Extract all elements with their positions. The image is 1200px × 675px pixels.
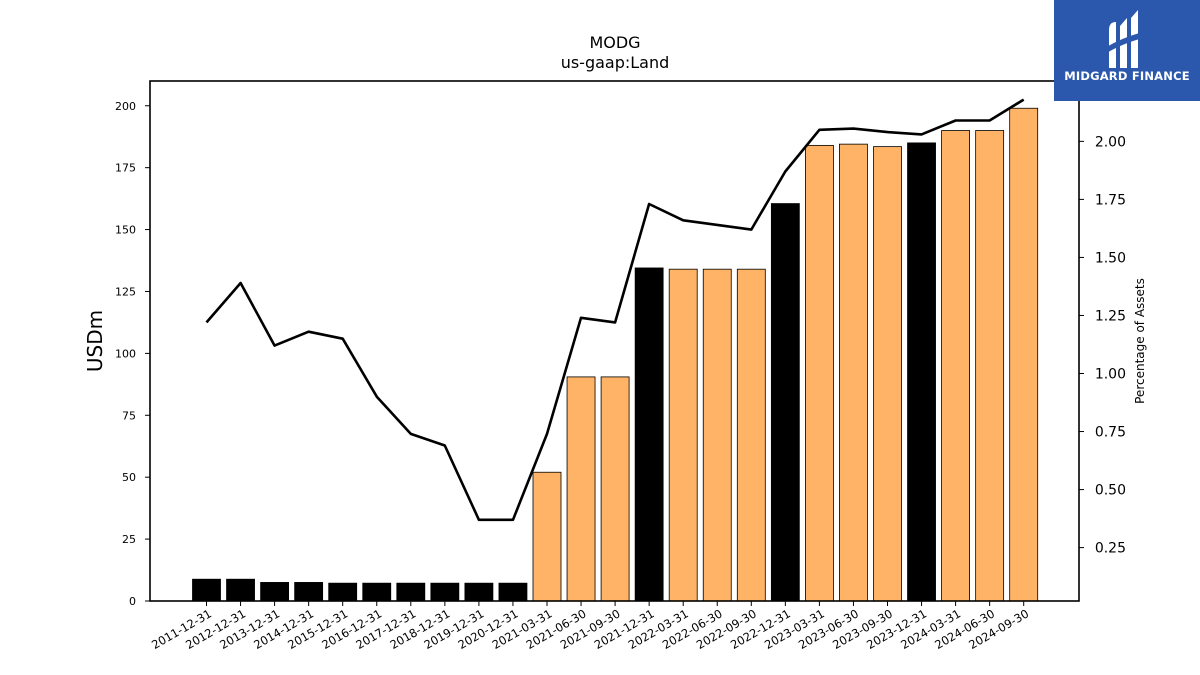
y-tick-label: 25 [122, 533, 136, 546]
y-tick-label: 200 [115, 100, 136, 113]
bar-2023-06-30 [839, 143, 868, 602]
y2-tick-label: 1.75 [1095, 192, 1126, 208]
bar-2022-06-30 [702, 268, 732, 602]
y-tick-label: 50 [122, 471, 136, 484]
y2-tick-label: 2.00 [1095, 134, 1126, 150]
midgard-finance-logo: MIDGARD FINANCE [1054, 0, 1200, 101]
bar-2024-09-30 [1009, 107, 1039, 602]
percentage-line [205, 98, 1025, 522]
logo-text: MIDGARD FINANCE [1064, 69, 1190, 83]
x-axis: 2011-12-312012-12-312013-12-312014-12-31… [149, 601, 1031, 652]
bar-2023-03-31 [805, 144, 834, 602]
bar-2021-06-30 [566, 376, 596, 602]
y2-axis-label: Percentage of Assets [1133, 278, 1147, 404]
bar-2021-03-31 [532, 471, 562, 602]
y-axis-right: 0.25 0.50 0.75 1.00 1.25 1.50 1.75 2.00 [1079, 134, 1126, 557]
bar-2019-12-31 [464, 582, 494, 602]
bar-2022-09-30 [736, 268, 766, 602]
y-tick-label: 75 [122, 409, 136, 422]
bar-2024-03-31 [941, 130, 970, 602]
bar-2011-12-31 [192, 578, 221, 602]
chart-title: MODG [589, 33, 640, 52]
plot-frame [149, 80, 1080, 602]
bar-2018-12-31 [430, 582, 460, 602]
y2-tick-label: 0.50 [1095, 483, 1126, 499]
bar-2014-12-31 [294, 582, 324, 602]
bar-2021-12-31 [634, 267, 664, 602]
y-tick-label: 125 [115, 285, 136, 298]
y2-tick-label: 0.75 [1095, 425, 1126, 441]
y2-tick-label: 1.25 [1095, 308, 1126, 324]
bar-2017-12-31 [396, 582, 426, 602]
bar-2023-09-30 [873, 146, 902, 602]
chart-subtitle: us-gaap:Land [561, 53, 670, 72]
bar-2022-12-31 [770, 203, 800, 602]
logo-mark-icon [1105, 10, 1143, 68]
bar-2012-12-31 [226, 578, 255, 602]
y-tick-label: 175 [115, 162, 136, 175]
bar-2023-12-31 [907, 142, 936, 602]
bar-2024-06-30 [975, 130, 1005, 602]
y-axis-left: 0 25 50 75 100 125 150 175 200 [115, 100, 150, 608]
bars-group [192, 107, 1039, 602]
bar-2013-12-31 [260, 582, 290, 602]
bar-2022-03-31 [668, 268, 698, 602]
bar-2016-12-31 [362, 582, 392, 602]
y2-tick-label: 1.50 [1095, 250, 1126, 266]
y2-tick-label: 1.00 [1095, 367, 1126, 383]
bar-2015-12-31 [328, 582, 358, 602]
y2-tick-label: 0.25 [1095, 541, 1126, 557]
bar-2021-09-30 [600, 376, 630, 602]
y-axis-label: USDm [83, 310, 107, 372]
y-tick-label: 0 [129, 595, 136, 608]
bar-2020-12-31 [498, 582, 528, 602]
y-tick-label: 150 [115, 224, 136, 237]
y-tick-label: 100 [115, 347, 136, 360]
